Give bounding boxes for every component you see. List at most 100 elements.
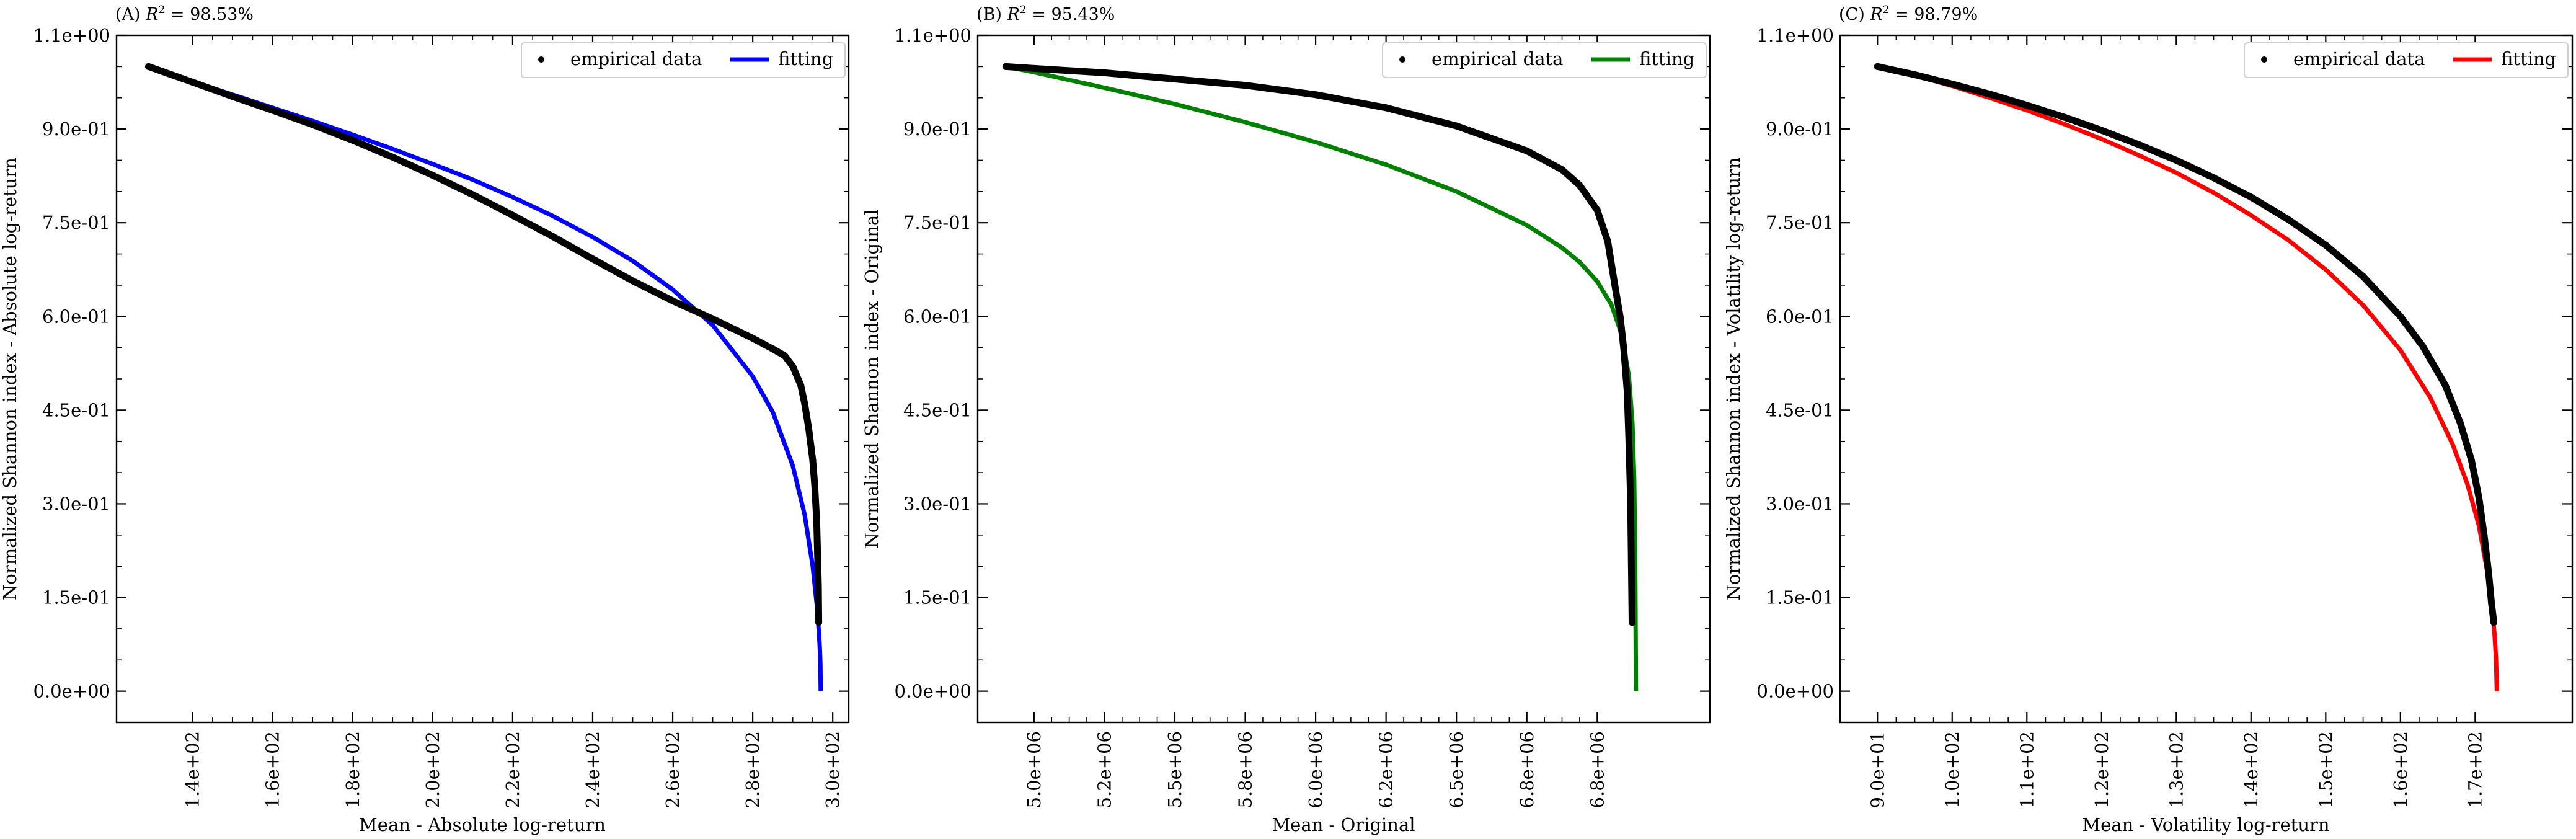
panel-a-frame: [115, 34, 850, 724]
panel-a-y-tick-label: 1.1e+00: [33, 25, 110, 46]
panel-b-empirical-trace: [1002, 63, 1635, 626]
panel-c-empirical-point: [2210, 174, 2218, 182]
panel-b-empirical-point: [1242, 82, 1249, 89]
panel-b-empirical-point: [1383, 104, 1390, 112]
panel-b-empirical-point: [1171, 76, 1179, 82]
panel-a-empirical-point: [809, 456, 817, 464]
panel-a-empirical-point: [797, 381, 805, 389]
panel-b-title: (B) R2 = 95.43%: [976, 4, 1115, 24]
panel-b-legend-marker-empirical: [1399, 56, 1405, 63]
panel-c-empirical-point: [2135, 141, 2143, 148]
panel-c-x-tick-label: 1.4e+02: [2241, 731, 2262, 808]
panel-c-empirical-point: [2419, 343, 2427, 350]
panel-c-y-tick-label: 3.0e-01: [1766, 493, 1834, 514]
panel-a-x-tick-label: 2.0e+02: [422, 731, 443, 808]
panel-a-empirical-point: [815, 619, 823, 626]
panel-c-x-tick-label: 1.7e+02: [2464, 731, 2485, 808]
panel-c-empirical-point: [2285, 216, 2292, 223]
panel-b-empirical-point: [1627, 562, 1635, 570]
panel-c-title: (C) R2 = 98.79%: [1839, 4, 1978, 24]
panel-b-empirical-point: [1559, 166, 1565, 174]
panel-a-plot: 1.4e+02 1.6e+02 1.8e+02 2.0e+02 2.2e+02 2.4e+…: [33, 25, 849, 808]
panel-b-empirical-point: [1312, 91, 1319, 99]
panel-a-x-tick-label: 1.4e+02: [182, 731, 203, 808]
panel-c-y-tick-label: 1.5e-01: [1766, 587, 1834, 608]
panel-b-y-tick-label: 0.0e+00: [895, 681, 972, 702]
panel-a-empirical-point: [429, 172, 436, 179]
panel-a-x-tick-label: 2.4e+02: [582, 731, 603, 808]
panel-c-empirical-point: [1911, 71, 1918, 78]
panel-c-empirical-point: [2441, 381, 2449, 389]
panel-a-empirical-point: [389, 153, 396, 161]
panel-a-empirical-point: [309, 121, 316, 128]
panel-b: (B) R2 = 95.43% 5.0e+06 5.2e+06 5.5e+06 5.8…: [861, 4, 1711, 835]
panel-b-y-tick-label: 1.5e-01: [903, 587, 972, 608]
panel-b-y-axis-label: Normalized Shannon index - Original: [861, 209, 882, 548]
panel-c-empirical-point: [2397, 313, 2404, 320]
panel-b-empirical-point: [1030, 64, 1038, 72]
panel-b-empirical-point: [1002, 63, 1009, 70]
panel-b-y-tick-label: 7.5e-01: [903, 212, 972, 233]
panel-c-empirical-point: [2456, 419, 2464, 426]
panel-b-x-axis-label: Mean - Original: [1272, 814, 1415, 835]
panel-a-empirical-trace: [145, 63, 823, 626]
panel-a-x-tick-label: 2.6e+02: [662, 731, 683, 808]
panel-a-y-tick-label: 3.0e-01: [42, 493, 110, 514]
panel-b-empirical-point: [1100, 69, 1108, 76]
panel-c-empirical-point: [1986, 91, 1993, 98]
panel-c-empirical-point: [2322, 241, 2329, 249]
panel-a-empirical-point: [814, 550, 821, 557]
panel-c-empirical-point: [2488, 600, 2495, 608]
panel-c-y-axis-label: Normalized Shannon index - Volatility lo…: [1723, 157, 1744, 600]
panel-c-x-tick-label: 1.6e+02: [2390, 731, 2411, 808]
panel-a-y-tick-label: 6.0e-01: [42, 306, 110, 327]
panel-a-empirical-point: [349, 136, 356, 144]
panel-c-empirical-trace: [1874, 63, 2497, 626]
panel-b-empirical-point: [1620, 344, 1627, 352]
panel-b-empirical-point: [1523, 147, 1531, 154]
panel-b-legend-label-fitting: fitting: [1639, 48, 1694, 69]
panel-c-empirical-point: [2247, 193, 2255, 201]
panel-c-y-tick-label: 7.5e-01: [1766, 212, 1834, 233]
panel-b-fitting-line: [1005, 64, 1639, 691]
panel-a-legend-marker-empirical: [538, 56, 544, 63]
panel-a-empirical-point: [815, 581, 822, 588]
panel-c-legend: empirical data fitting: [2244, 42, 2569, 78]
panel-c-empirical-point: [2490, 619, 2497, 626]
panel-a-x-tick-label: 1.8e+02: [342, 731, 363, 808]
panel-c-y-tick-label: 0.0e+00: [1757, 681, 1834, 702]
panel-c-empirical-point: [2475, 494, 2482, 501]
panel-b-x-tick-label: 6.8e+06: [1516, 731, 1538, 808]
panel-c-frame: [1839, 34, 2574, 724]
panel-a-empirical-point: [801, 400, 808, 407]
panel-a-empirical-point: [789, 363, 797, 370]
panel-a-empirical-point: [769, 345, 776, 353]
panel-a-y-tick-label: 1.5e-01: [42, 587, 110, 608]
panel-c-plot: 9.0e+01 1.0e+02 1.1e+02 1.2e+02 1.3e+02 1.4e+…: [1757, 25, 2572, 808]
panel-c-fitting-line: [1877, 64, 2499, 691]
panel-a-empirical-point: [189, 79, 197, 86]
panel-c-legend-label-empirical: empirical data: [2293, 48, 2425, 69]
panel-a-empirical-point: [145, 63, 153, 70]
panel-a-legend: empirical data fitting: [521, 42, 846, 78]
panel-c-legend-label-fitting: fitting: [2501, 48, 2556, 69]
panel-b-x-tick-label: 5.0e+06: [1024, 731, 1045, 808]
panel-b-x-tick-label: 5.2e+06: [1094, 731, 1115, 808]
panel-b-x-tick-label: 6.0e+06: [1305, 731, 1326, 808]
panel-a-empirical-point: [509, 211, 516, 219]
panel-a-empirical-point: [811, 481, 818, 489]
panel-c-empirical-point: [2468, 456, 2475, 464]
panel-c-legend-box: [2244, 42, 2569, 78]
panel-a-y-tick-label: 4.5e-01: [42, 399, 110, 420]
panel-b-empirical-point: [1604, 237, 1611, 245]
panel-a-legend-box: [521, 42, 846, 78]
panel-a-fitting-line: [148, 64, 823, 691]
panel-b-empirical-point: [1576, 182, 1583, 189]
panel-a-empirical-point: [805, 425, 812, 433]
panel-b-x-tick-label: 6.8e+06: [1587, 731, 1608, 808]
panel-b-x-tick-label: 5.8e+06: [1235, 731, 1256, 808]
panel-a-x-tick-label: 2.2e+02: [502, 731, 523, 808]
panel-a-legend-label-empirical: empirical data: [570, 48, 702, 69]
panel-b-empirical-point: [1616, 313, 1624, 320]
